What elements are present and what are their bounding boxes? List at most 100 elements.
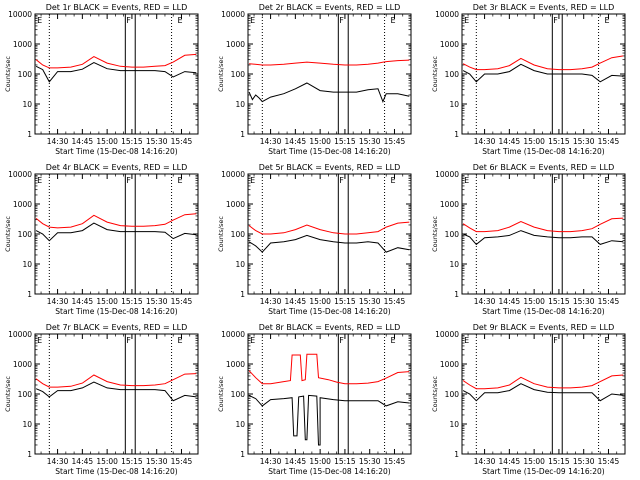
y-tick-label: 10000 — [221, 170, 245, 179]
x-tick-label: 15:30 — [146, 137, 168, 146]
marker-label: E — [464, 16, 469, 25]
y-tick-label: 1000 — [440, 200, 459, 209]
marker-label: E — [178, 16, 183, 25]
y-tick-label: 1 — [454, 290, 459, 299]
x-tick-label: 15:30 — [146, 297, 168, 306]
series-events-line — [462, 63, 624, 83]
y-tick-label: 10 — [235, 420, 245, 429]
y-tick-label: 10 — [22, 100, 32, 109]
x-tick-label: 14:45 — [499, 297, 521, 306]
y-tick-label: 1 — [240, 290, 245, 299]
y-tick-label: 10000 — [8, 10, 32, 19]
x-tick-label: 15:45 — [384, 457, 406, 466]
series-lld-line — [248, 353, 410, 385]
x-tick-label: 15:00 — [96, 457, 118, 466]
x-axis-label: Start Time (15-Dec-08 14:16:20) — [55, 147, 177, 156]
x-axis-label: Start Time (15-Dec-08 14:16:20) — [268, 467, 390, 476]
y-tick-label: 1000 — [13, 360, 32, 369]
marker-label: F — [553, 16, 558, 25]
y-tick-label: 10 — [449, 420, 459, 429]
marker-label: E — [178, 176, 183, 185]
x-tick-label: 15:15 — [334, 457, 356, 466]
y-tick-label: 10 — [449, 100, 459, 109]
panel-title: Det 3r BLACK = Events, RED = LLD — [473, 3, 615, 12]
x-tick-label: 14:45 — [499, 137, 521, 146]
x-tick-label: 14:45 — [285, 457, 307, 466]
series-lld-line — [249, 59, 410, 66]
marker-label: E — [250, 176, 255, 185]
y-tick-label: 100 — [18, 390, 33, 399]
x-tick-label: 14:45 — [72, 297, 94, 306]
panel-title: Det 7r BLACK = Events, RED = LLD — [46, 323, 188, 332]
series-events-line — [35, 62, 197, 83]
y-tick-label: 10000 — [435, 10, 459, 19]
plot-frame — [34, 13, 199, 135]
x-tick-label: 15:45 — [171, 297, 193, 306]
y-axis-label: Counts/sec — [431, 56, 439, 92]
panel-title: Det 2r BLACK = Events, RED = LLD — [259, 3, 401, 12]
x-tick-label: 15:00 — [96, 137, 118, 146]
y-tick-label: 10000 — [221, 330, 245, 339]
x-axis-label: Start Time (15-Dec-08 14:16:20) — [482, 147, 604, 156]
x-axis-label: Start Time (15-Dec-08 14:16:20) — [268, 147, 390, 156]
x-tick-label: 15:00 — [309, 297, 331, 306]
x-tick-label: 15:30 — [573, 297, 595, 306]
marker-label: E — [464, 336, 469, 345]
marker-label: E — [391, 16, 396, 25]
series-events-line — [248, 394, 410, 446]
panel-det-4: Det 4r BLACK = Events, RED = LLD 1 10 100 10… — [4, 163, 199, 316]
marker-label: F — [126, 16, 131, 25]
y-tick-label: 1 — [27, 290, 32, 299]
x-tick-label: 15:30 — [359, 137, 381, 146]
marker-label: F — [339, 336, 344, 345]
x-tick-label: 14:45 — [72, 457, 94, 466]
marker-label: E — [37, 16, 42, 25]
marker-label: E — [250, 16, 255, 25]
y-tick-label: 10000 — [435, 330, 459, 339]
series-lld-line — [248, 221, 410, 235]
series-events-line — [248, 234, 410, 253]
panel-title: Det 8r BLACK = Events, RED = LLD — [259, 323, 401, 332]
y-tick-label: 10 — [235, 100, 245, 109]
x-tick-label: 14:45 — [72, 137, 94, 146]
y-tick-label: 10 — [235, 260, 245, 269]
x-tick-label: 15:00 — [309, 457, 331, 466]
panel-title: Det 4r BLACK = Events, RED = LLD — [46, 163, 188, 172]
x-tick-label: 14:45 — [285, 297, 307, 306]
x-tick-label: 14:30 — [474, 137, 496, 146]
x-tick-label: 15:15 — [121, 137, 143, 146]
y-tick-label: 10000 — [8, 170, 32, 179]
x-tick-label: 15:15 — [548, 137, 570, 146]
y-tick-label: 1000 — [13, 40, 32, 49]
panel-det-2: Det 2r BLACK = Events, RED = LLD 1 10 100 10… — [217, 3, 412, 156]
x-tick-label: 14:30 — [47, 137, 69, 146]
x-tick-label: 15:15 — [121, 297, 143, 306]
y-tick-label: 10000 — [435, 170, 459, 179]
y-tick-label: 10 — [22, 260, 32, 269]
marker-label: F — [126, 176, 131, 185]
plot-frame — [34, 333, 199, 455]
x-tick-label: 15:45 — [384, 137, 406, 146]
panel-det-1: Det 1r BLACK = Events, RED = LLD 1 10 100 10… — [4, 3, 199, 156]
series-events-line — [35, 381, 197, 402]
marker-label: E — [391, 336, 396, 345]
x-tick-label: 15:45 — [598, 457, 620, 466]
panel-det-7: Det 7r BLACK = Events, RED = LLD 1 10 100 10… — [4, 323, 199, 476]
series-lld-line — [35, 213, 197, 229]
y-tick-label: 100 — [18, 70, 33, 79]
y-tick-label: 1 — [240, 450, 245, 459]
panel-det-6: Det 6r BLACK = Events, RED = LLD 1 10 100 10… — [431, 163, 626, 316]
marker-label: F — [126, 336, 131, 345]
x-tick-label: 15:45 — [384, 297, 406, 306]
x-axis-label: Start Time (15-Dec-08 14:16:20) — [482, 307, 604, 316]
y-axis-label: Counts/sec — [431, 216, 439, 252]
y-tick-label: 10000 — [8, 330, 32, 339]
plot-frame — [247, 333, 412, 455]
x-axis-label: Start Time (15-Dec-09 14:16:20) — [482, 467, 604, 476]
panel-title: Det 1r BLACK = Events, RED = LLD — [46, 3, 188, 12]
marker-label: E — [178, 336, 183, 345]
x-tick-label: 15:30 — [359, 297, 381, 306]
x-tick-label: 14:30 — [260, 137, 282, 146]
series-events-line — [462, 230, 624, 246]
y-tick-label: 1 — [454, 130, 459, 139]
